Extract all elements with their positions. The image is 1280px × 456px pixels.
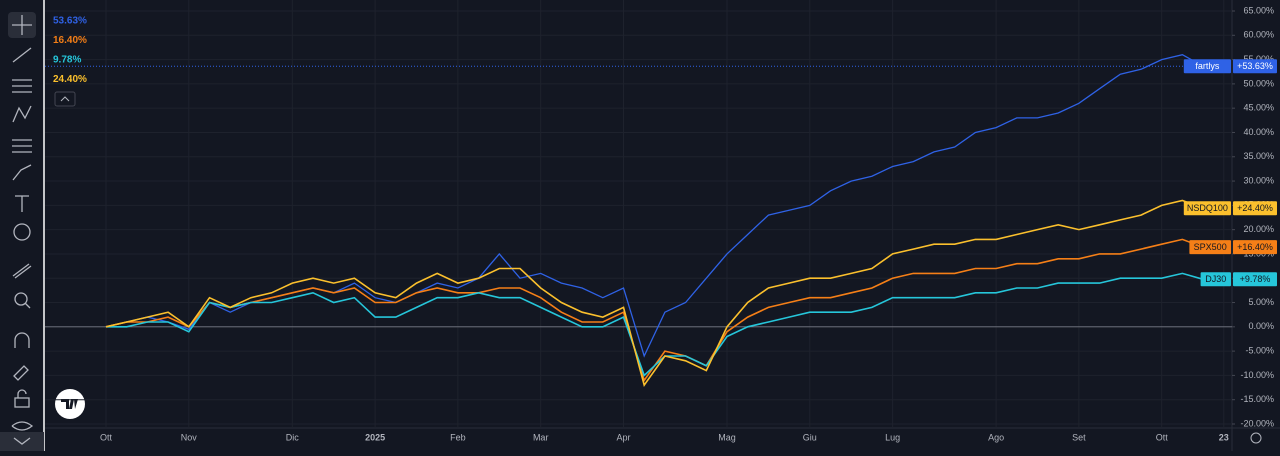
x-tick-label: Ott: [1156, 432, 1169, 442]
y-tick-label: 40.00%: [1243, 127, 1274, 137]
x-tick-label: Lug: [885, 432, 900, 442]
x-tick-label: Ott: [100, 432, 113, 442]
x-tick-label: 23: [1219, 432, 1229, 442]
logo: [55, 389, 85, 419]
badge-name-bg: [1200, 272, 1231, 287]
y-tick-label: 55.00%: [1243, 54, 1274, 64]
badge-name-bg: [1189, 240, 1231, 255]
x-tick-label: Apr: [616, 432, 630, 442]
settings-button[interactable]: [1250, 432, 1262, 444]
x-tick-label: Ago: [988, 432, 1004, 442]
badge-value-bg: [1233, 201, 1277, 216]
legend-entry: 16.40%: [53, 35, 87, 46]
badge-name-bg: [1183, 59, 1231, 74]
badge-value: +24.40%: [1237, 203, 1273, 213]
badge-value: +9.78%: [1240, 274, 1271, 284]
badge-name: SPX500: [1194, 242, 1227, 252]
badge-name-bg: [1183, 201, 1231, 216]
y-tick-label: 35.00%: [1243, 151, 1274, 161]
x-tick-label: Giu: [803, 432, 817, 442]
y-tick-label: 20.00%: [1243, 224, 1274, 234]
badge-name: NSDQ100: [1187, 203, 1228, 213]
badge-name: fartlys: [1195, 61, 1220, 71]
y-tick-label: 50.00%: [1243, 78, 1274, 88]
badge-value: +16.40%: [1237, 242, 1273, 252]
y-tick-label: 5.00%: [1248, 297, 1274, 307]
badge-value-bg: [1233, 240, 1277, 255]
x-tick-label: Feb: [450, 432, 466, 442]
series-line: [105, 199, 1204, 387]
y-tick-label: -20.00%: [1240, 418, 1274, 428]
collapse-button[interactable]: [54, 91, 76, 107]
x-tick-label: Mar: [533, 432, 549, 442]
badge-value: +53.63%: [1237, 61, 1273, 71]
legend-entry: 24.40%: [53, 74, 87, 85]
x-tick-label: Dic: [286, 432, 299, 442]
collapse-icon: [60, 96, 70, 102]
badge-name: DJ30: [1205, 274, 1226, 284]
badge-value-bg: [1233, 272, 1277, 287]
x-tick-label: 2025: [365, 432, 385, 442]
toolbar: [0, 0, 44, 451]
x-tick-label: Nov: [181, 432, 198, 442]
y-tick-label: -5.00%: [1245, 345, 1274, 355]
y-tick-label: 30.00%: [1243, 175, 1274, 185]
badge-value-bg: [1233, 59, 1277, 74]
legend-entry: 9.78%: [53, 55, 81, 66]
y-tick-label: 0.00%: [1248, 321, 1274, 331]
y-tick-label: -15.00%: [1240, 394, 1274, 404]
y-tick-label: 60.00%: [1243, 30, 1274, 40]
y-tick-label: 65.00%: [1243, 5, 1274, 15]
x-tick-label: Set: [1072, 432, 1086, 442]
y-tick-label: 45.00%: [1243, 103, 1274, 113]
y-tick-label: -10.00%: [1240, 370, 1274, 380]
x-tick-label: Mag: [718, 432, 736, 442]
toolbar-icons[interactable]: [0, 12, 44, 451]
legend-entry: 53.63%: [53, 16, 87, 27]
series-line: [106, 272, 1204, 377]
